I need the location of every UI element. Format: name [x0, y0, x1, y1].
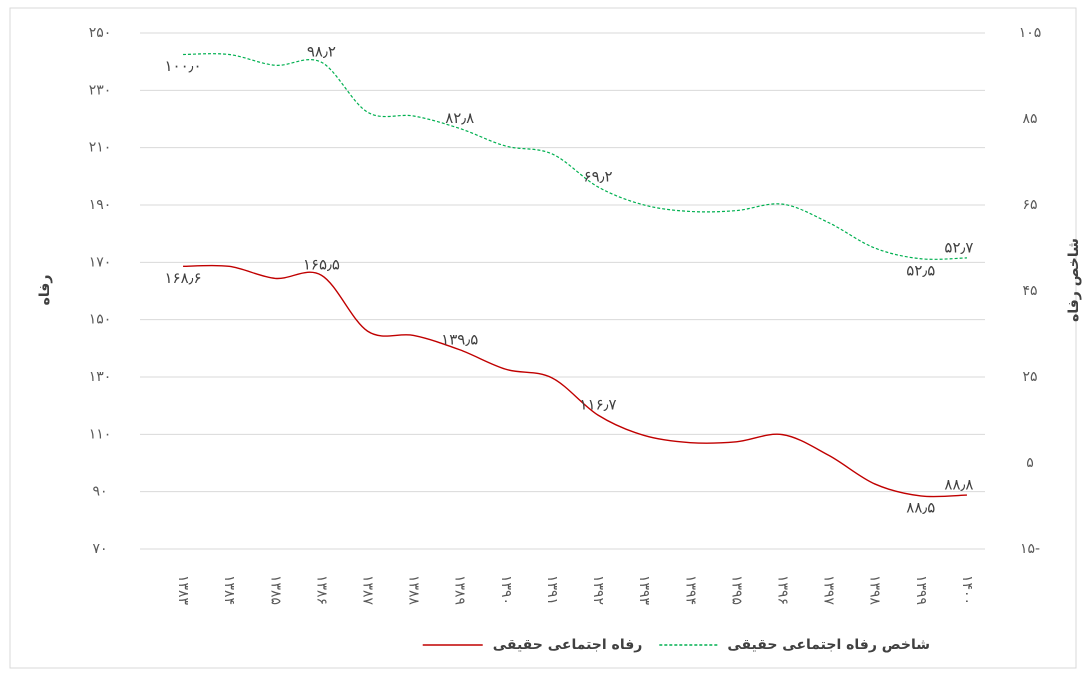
x-tick-label: ۱۳۹۹ — [913, 575, 929, 605]
y-tick-label: ۱۷۰ — [89, 254, 112, 270]
y2-tick-label: ۲۵ — [1022, 369, 1037, 385]
data-label: ۶۹٫۲ — [584, 167, 613, 185]
y2-tick-label: ۵ — [1026, 455, 1034, 471]
y-tick-label: ۹۰ — [92, 484, 107, 500]
data-label: ۱۳۹٫۵ — [441, 330, 478, 348]
y-tick-label: ۲۳۰ — [89, 82, 112, 98]
data-label: ۸۸٫۸ — [944, 476, 973, 494]
x-tick-label: ۱۳۹۷ — [821, 575, 837, 606]
chart-frame — [9, 7, 1077, 669]
x-tick-label: ۱۳۹۱ — [544, 575, 560, 605]
data-label: ۱۶۵٫۵ — [303, 256, 340, 274]
line-series — [183, 264, 967, 498]
y-tick-label: ۱۵۰ — [89, 312, 112, 328]
legend-label: شاخص رفاه اجتماعی حقیقی — [727, 637, 930, 653]
y2-tick-label: ۱۰۵ — [1019, 25, 1042, 41]
y-tick-label: ۲۵۰ — [89, 25, 112, 41]
y2-axis-title: شاخص رفاه — [1066, 238, 1082, 322]
data-label: ۱۰۰٫۰ — [165, 57, 202, 75]
y-axis-title: رفاه — [37, 275, 53, 306]
x-tick-label: ۱۳۸۷ — [360, 575, 376, 606]
x-tick-label: ۱۳۹۸ — [867, 575, 883, 606]
y-tick-label: ۷۰ — [92, 541, 107, 557]
data-label: ۸۸٫۵ — [906, 498, 935, 516]
data-label: ۵۲٫۷ — [944, 238, 973, 256]
data-label: ۹۸٫۲ — [307, 43, 336, 61]
y2-tick-label: ۸۵ — [1022, 111, 1037, 127]
x-tick-label: ۱۳۸۴ — [221, 575, 237, 605]
y-tick-label: ۱۱۰ — [89, 426, 112, 442]
x-tick-label: ۱۳۸۸ — [406, 575, 422, 606]
x-tick-label: ۱۴۰۰ — [959, 575, 975, 605]
x-tick-label: ۱۳۹۲ — [590, 575, 606, 605]
line-series — [183, 53, 967, 260]
data-label: ۱۱۶٫۷ — [580, 396, 617, 414]
y-tick-label: ۱۳۰ — [89, 369, 112, 385]
legend-label: رفاه اجتماعی حقیقی — [493, 637, 643, 653]
x-tick-label: ۱۳۹۴ — [682, 575, 698, 605]
x-tick-label: ۱۳۸۵ — [267, 575, 283, 605]
x-tick-label: ۱۳۸۹ — [452, 575, 468, 605]
x-tick-label: ۱۳۸۳ — [175, 575, 191, 606]
y2-tick-label: ۴۵ — [1022, 283, 1037, 299]
data-label: ۵۲٫۵ — [906, 261, 935, 279]
y-tick-label: ۱۹۰ — [89, 197, 112, 213]
x-tick-label: ۱۳۹۳ — [636, 575, 652, 606]
data-label: ۸۲٫۸ — [445, 109, 474, 127]
y2-tick-label: ۱۵- — [1020, 541, 1040, 557]
y-tick-label: ۲۱۰ — [89, 140, 112, 156]
x-tick-label: ۱۳۸۶ — [313, 575, 329, 605]
x-tick-label: ۱۳۹۰ — [498, 575, 514, 605]
x-tick-label: ۱۳۹۵ — [728, 575, 744, 605]
data-label: ۱۶۸٫۶ — [165, 269, 202, 287]
y2-tick-label: ۶۵ — [1022, 197, 1037, 213]
x-tick-label: ۱۳۹۶ — [775, 575, 791, 605]
